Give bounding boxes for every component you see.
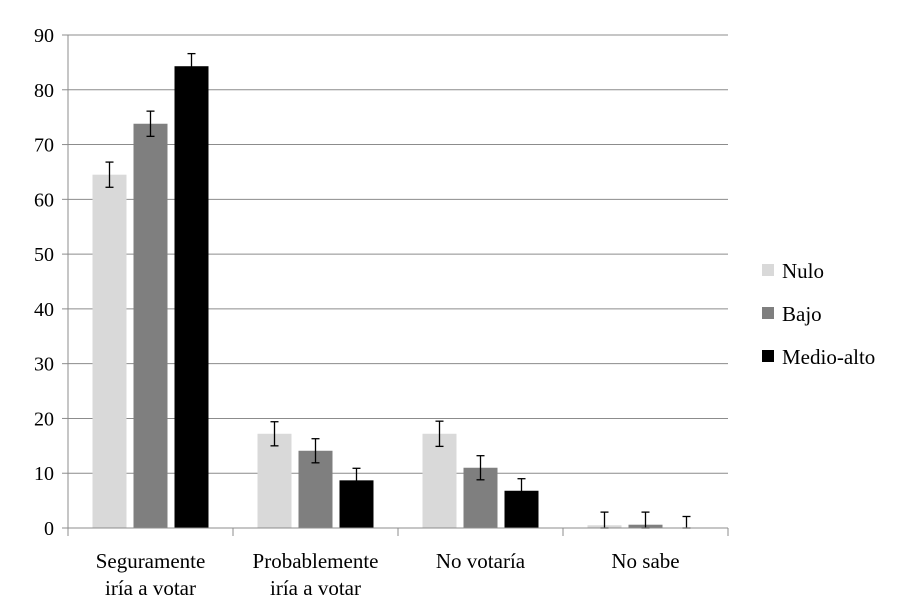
category-labels: Seguramente iría a votar Probablemente iría…: [96, 549, 680, 600]
x-category-label-line: Seguramente: [96, 549, 206, 573]
x-category-label-line: iría a votar: [270, 576, 361, 600]
x-category-label: Probablemente iría a votar: [253, 549, 379, 600]
x-category-label-line: Probablemente: [253, 549, 379, 573]
y-tick-label: 10: [34, 463, 54, 485]
y-tick-label: 0: [44, 518, 54, 540]
y-tick-label: 90: [34, 25, 54, 47]
y-tick-label: 80: [34, 80, 54, 102]
bar: [133, 123, 168, 529]
legend-swatch: [762, 350, 774, 362]
legend-item: Medio-alto: [762, 345, 875, 369]
error-bar: [187, 52, 196, 80]
axes: [67, 35, 729, 536]
legend-label: Bajo: [782, 302, 822, 326]
y-tick-label: 60: [34, 189, 54, 211]
legend-swatch: [762, 264, 774, 276]
error-bar: [435, 420, 444, 448]
bars: [92, 66, 663, 529]
legend-item: Bajo: [762, 302, 822, 326]
x-category-label: No votaría: [436, 549, 526, 573]
x-category-label-line: iría a votar: [105, 576, 196, 600]
bar: [257, 433, 292, 528]
error-bar: [105, 161, 114, 188]
x-category-label-line: No sabe: [611, 549, 679, 573]
y-tick-label: 50: [34, 244, 54, 266]
error-bar: [311, 438, 320, 464]
error-bar: [270, 421, 279, 447]
x-category-label: Seguramente iría a votar: [96, 549, 206, 600]
legend-swatch: [762, 307, 774, 319]
x-category-label-line: No votaría: [436, 549, 526, 573]
bar: [298, 450, 333, 528]
bar: [92, 174, 127, 528]
y-axis-ticks: 0 10 20 30 40 50 60 70 80 90: [34, 25, 68, 540]
legend-label: Nulo: [782, 259, 824, 283]
bar: [422, 433, 457, 528]
legend-item: Nulo: [762, 259, 824, 283]
error-bars: [105, 52, 691, 529]
legend-label: Medio-alto: [782, 345, 875, 369]
y-tick-label: 20: [34, 408, 54, 430]
error-bar: [146, 110, 155, 137]
error-bar: [682, 515, 691, 529]
error-bar: [352, 467, 361, 494]
error-bar: [476, 455, 485, 481]
y-tick-label: 30: [34, 354, 54, 376]
y-tick-label: 70: [34, 135, 54, 157]
x-category-label: No sabe: [611, 549, 679, 573]
legend: Nulo Bajo Medio-alto: [762, 259, 875, 369]
y-tick-label: 40: [34, 299, 54, 321]
bar: [174, 66, 209, 529]
error-bar: [517, 478, 526, 504]
